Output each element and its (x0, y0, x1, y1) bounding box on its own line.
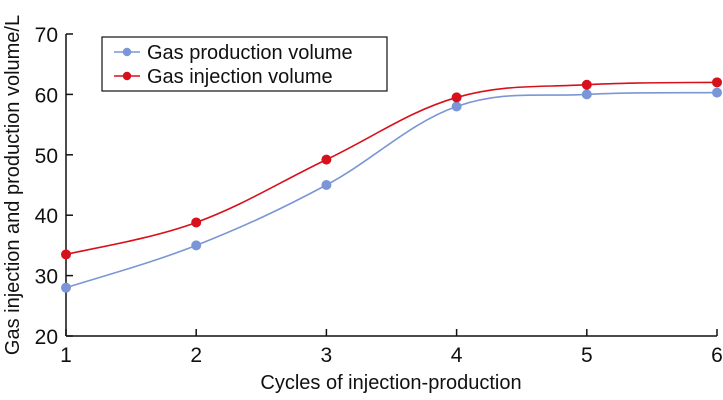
data-point-injection (581, 79, 592, 90)
legend-label-injection: Gas injection volume (147, 66, 333, 88)
legend-marker-production (122, 47, 132, 57)
y-tick-label: 20 (35, 326, 58, 349)
y-tick-label: 50 (35, 145, 58, 168)
data-point-production (61, 282, 71, 293)
y-tick-label: 40 (35, 205, 58, 228)
legend-label-production: Gas production volume (147, 42, 353, 64)
legend-marker-injection (122, 71, 132, 81)
data-point-injection (61, 249, 71, 260)
data-point-injection (712, 77, 722, 88)
data-point-production (191, 240, 202, 251)
y-tick-label: 30 (35, 266, 58, 289)
data-point-injection (321, 154, 332, 165)
y-axis-label: Gas injection and production volume/L (2, 15, 24, 355)
data-point-production (712, 87, 722, 98)
x-tick-label: 5 (581, 344, 593, 367)
series-line-injection (65, 81, 718, 256)
x-tick-label: 6 (711, 344, 723, 367)
y-tick-label: 70 (35, 24, 58, 47)
data-point-production (451, 101, 462, 112)
series-line-production (65, 91, 718, 289)
y-tick-label: 60 (35, 84, 58, 107)
legend: Gas production volume Gas injection volu… (101, 36, 388, 92)
legend-item-injection: Gas injection volume (114, 66, 333, 88)
data-point-injection (191, 217, 202, 228)
x-ticks: 1 2 3 4 5 6 (60, 329, 723, 367)
x-tick-label: 3 (321, 344, 333, 367)
y-ticks: 20 30 40 50 60 70 (35, 24, 73, 349)
series-group (61, 77, 722, 293)
data-point-production (321, 180, 332, 190)
data-point-injection (451, 92, 462, 103)
legend-item-production: Gas production volume (114, 42, 353, 64)
x-axis-label: Cycles of injection-production (260, 372, 521, 394)
x-tick-label: 4 (451, 344, 463, 367)
x-tick-label: 2 (190, 344, 202, 367)
data-point-production (581, 89, 592, 100)
x-tick-label: 1 (60, 344, 72, 367)
legend-box (101, 36, 388, 92)
